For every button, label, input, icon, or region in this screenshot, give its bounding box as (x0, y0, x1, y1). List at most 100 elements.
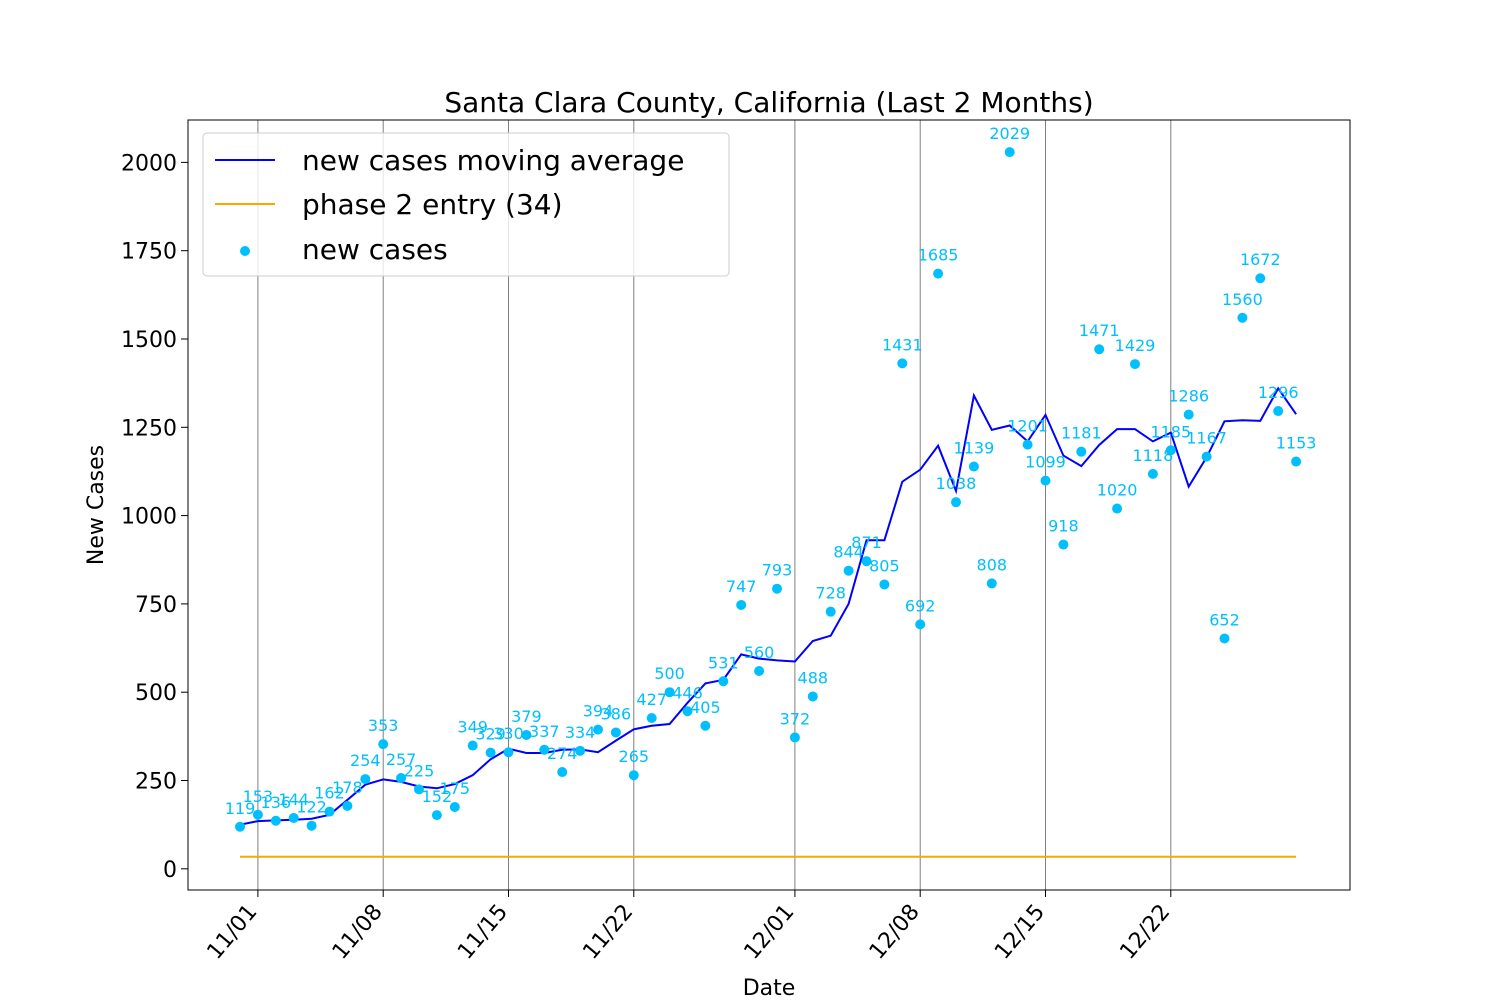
y-tick-label: 250 (135, 770, 177, 795)
data-label: 386 (601, 704, 632, 723)
data-label: 1471 (1079, 321, 1120, 340)
data-point (503, 747, 514, 758)
data-label: 1296 (1258, 383, 1299, 402)
data-point (593, 724, 603, 735)
y-axis-label: New Cases (84, 445, 109, 565)
data-label: 2029 (989, 124, 1030, 143)
data-point (539, 744, 550, 755)
data-label: 162 (314, 784, 345, 803)
data-point (1291, 456, 1302, 467)
data-point (342, 800, 353, 811)
data-label: 1167 (1186, 429, 1227, 448)
data-point (1165, 445, 1176, 456)
data-point (324, 806, 335, 817)
data-label: 405 (690, 698, 721, 717)
data-label: 225 (404, 761, 435, 780)
data-point (235, 821, 245, 832)
data-label: 488 (798, 668, 829, 687)
data-label: 1431 (882, 335, 923, 354)
data-label: 372 (780, 709, 811, 728)
plot-frame (187, 119, 1351, 891)
data-label: 1685 (918, 246, 959, 265)
legend: new cases moving average phase 2 entry (… (202, 132, 730, 277)
data-point (736, 599, 747, 610)
data-point (986, 578, 997, 589)
data-label: 871 (851, 533, 882, 552)
data-point (414, 784, 424, 795)
data-point (789, 732, 800, 743)
data-point (449, 801, 460, 812)
data-point (1183, 409, 1194, 420)
y-tick-label: 1000 (121, 505, 177, 530)
data-label: 1139 (954, 439, 995, 458)
data-point (270, 815, 281, 826)
chart-title: Santa Clara County, California (Last 2 M… (444, 86, 1093, 119)
data-point (754, 666, 765, 677)
data-label: 1020 (1097, 481, 1138, 500)
data-point (772, 583, 782, 594)
data-point (843, 565, 854, 576)
data-label: 1429 (1115, 336, 1156, 355)
data-label: 1181 (1061, 424, 1102, 443)
data-label: 394 (583, 702, 614, 721)
data-label: 692 (905, 596, 936, 615)
data-label: 918 (1048, 517, 1079, 536)
data-point (431, 810, 442, 821)
data-label: 337 (529, 722, 560, 741)
data-label: 427 (636, 690, 667, 709)
data-point (1237, 312, 1248, 323)
data-point (396, 773, 407, 784)
data-point (968, 461, 979, 472)
data-label: 153 (243, 787, 274, 806)
data-label: 1153 (1276, 434, 1317, 453)
data-label: 152 (422, 787, 453, 806)
data-label: 144 (278, 790, 309, 809)
data-point (879, 579, 890, 590)
data-point (951, 497, 961, 508)
data-label: 265 (619, 747, 650, 766)
data-label: 119 (225, 799, 256, 818)
data-label: 329 (475, 725, 506, 744)
data-label: 844 (833, 543, 864, 562)
data-label: 136 (261, 793, 292, 812)
legend-label-moving-average: new cases moving average (302, 144, 684, 177)
data-point (825, 606, 836, 617)
data-label: 257 (386, 750, 417, 769)
y-tick-label: 1500 (121, 328, 177, 353)
y-tick-label: 1750 (121, 240, 177, 265)
data-point (306, 820, 317, 831)
data-point (861, 556, 872, 567)
legend-label-phase2: phase 2 entry (34) (302, 188, 563, 221)
data-label: 805 (869, 556, 900, 575)
data-label: 1185 (1150, 422, 1191, 441)
x-axis-label: Date (743, 976, 796, 1000)
data-point (557, 767, 568, 778)
y-tick-label: 1250 (121, 416, 177, 441)
data-point (1040, 475, 1051, 486)
data-label: 1038 (936, 474, 977, 493)
data-label: 254 (350, 751, 381, 770)
data-label: 531 (708, 653, 739, 672)
data-point (718, 676, 729, 687)
data-point (1255, 273, 1266, 284)
data-point (485, 747, 496, 758)
data-point (1201, 451, 1212, 462)
y-tick-label: 0 (163, 858, 177, 883)
points-layer (235, 147, 1302, 832)
data-label: 728 (815, 584, 846, 603)
legend-swatch-new-cases (240, 246, 250, 256)
y-tick-label: 2000 (121, 151, 177, 176)
data-point (1130, 359, 1140, 370)
y-tick-label: 750 (135, 593, 177, 618)
data-label: 1118 (1133, 446, 1174, 465)
data-point (252, 809, 263, 820)
data-label: 178 (332, 778, 363, 797)
data-label: 747 (726, 577, 757, 596)
legend-label-new-cases: new cases (302, 233, 448, 266)
data-point (1112, 503, 1123, 514)
data-label: 1560 (1222, 290, 1263, 309)
data-label: 1672 (1240, 250, 1281, 269)
data-label: 1201 (1007, 417, 1048, 436)
